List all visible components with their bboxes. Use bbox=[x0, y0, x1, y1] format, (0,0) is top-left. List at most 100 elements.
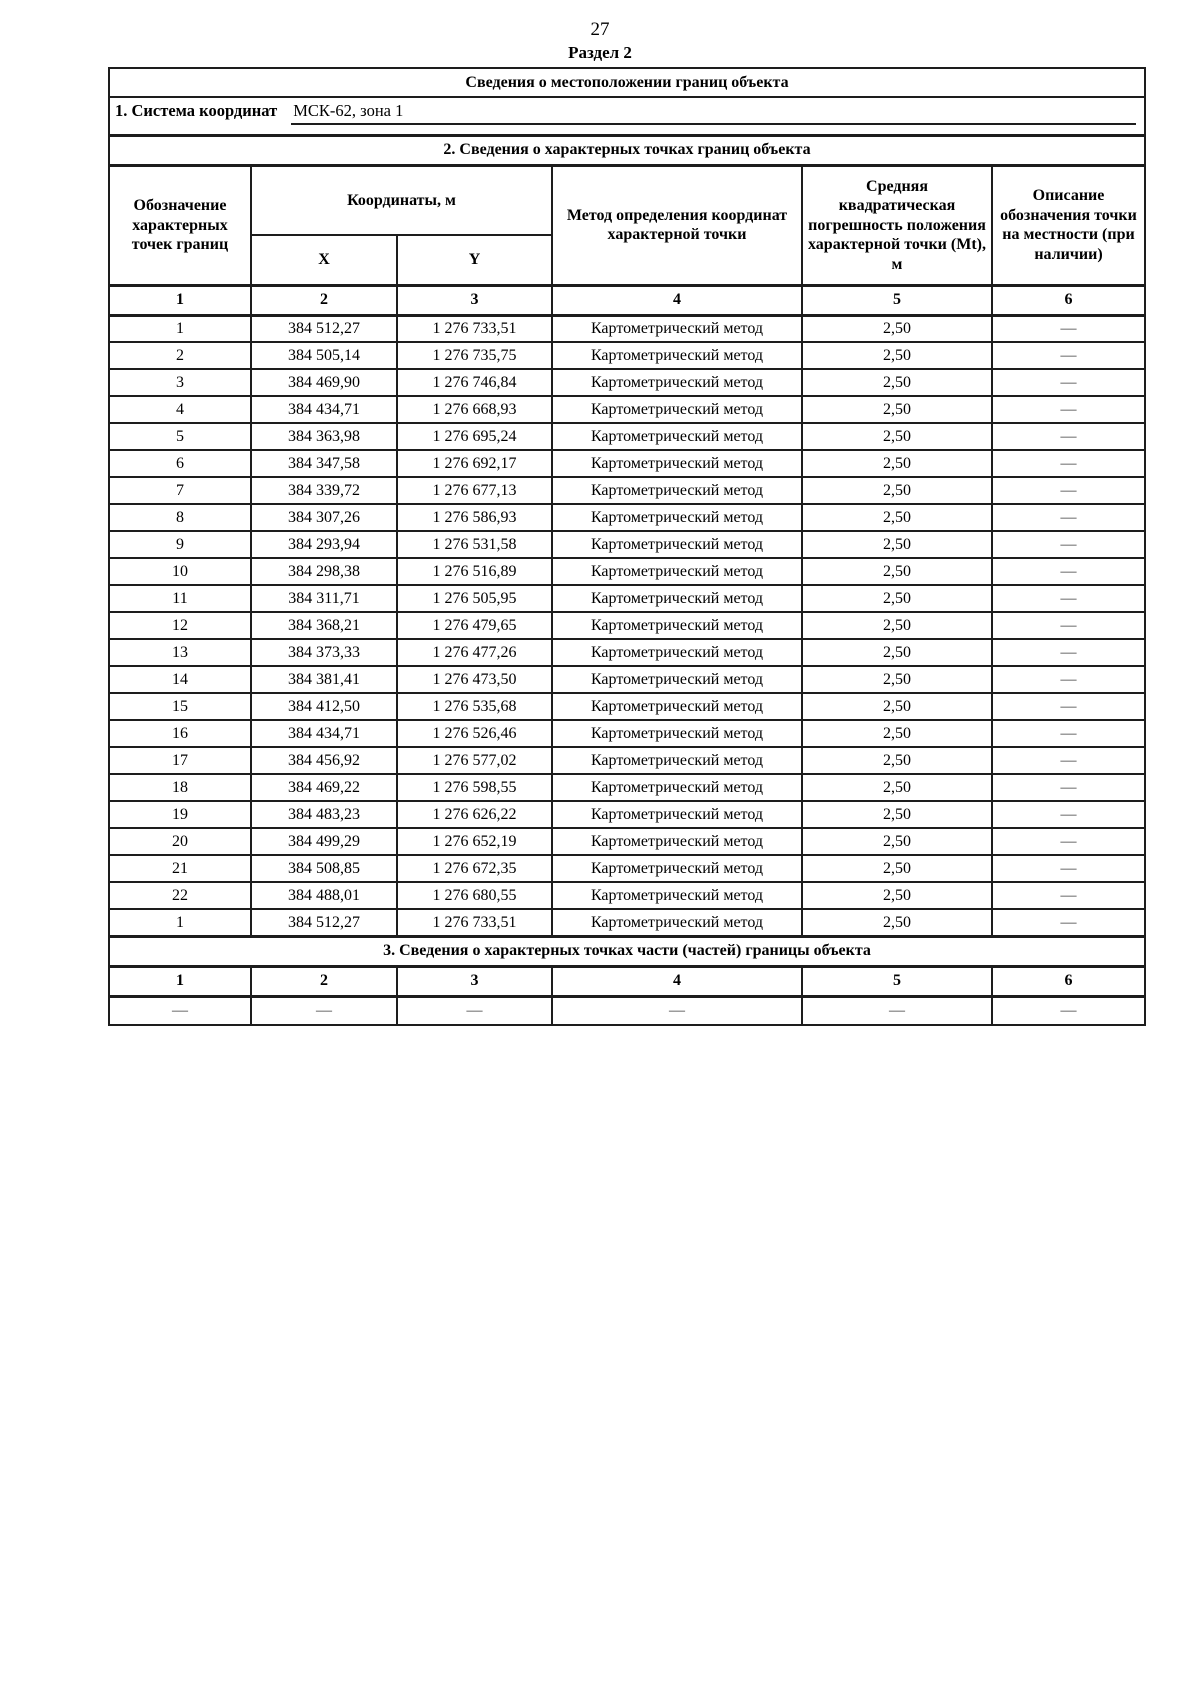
point-description: — bbox=[991, 611, 1146, 641]
coordinate-y: 1 276 672,35 bbox=[396, 854, 553, 884]
boundary-point-row: 8 384 307,26 1 276 586,93 Картометрическ… bbox=[108, 503, 1146, 533]
empty-value-dash: — bbox=[108, 995, 252, 1027]
coordinate-x: 384 368,21 bbox=[250, 611, 398, 641]
coordinate-x: 384 456,92 bbox=[250, 746, 398, 776]
coordinate-y: 1 276 477,26 bbox=[396, 638, 553, 668]
boundary-point-row: 18 384 469,22 1 276 598,55 Картометричес… bbox=[108, 773, 1146, 803]
point-number: 12 bbox=[108, 611, 252, 641]
coordinate-y: 1 276 680,55 bbox=[396, 881, 553, 911]
mt-error-value: 2,50 bbox=[801, 827, 993, 857]
mt-error-value: 2,50 bbox=[801, 773, 993, 803]
determination-method: Картометрический метод bbox=[551, 665, 803, 695]
boundary-point-row: 16 384 434,71 1 276 526,46 Картометричес… bbox=[108, 719, 1146, 749]
point-number: 14 bbox=[108, 665, 252, 695]
coordinate-x: 384 488,01 bbox=[250, 881, 398, 911]
point-number: 10 bbox=[108, 557, 252, 587]
mt-error-value: 2,50 bbox=[801, 395, 993, 425]
coordinate-y: 1 276 531,58 bbox=[396, 530, 553, 560]
point-number: 6 bbox=[108, 449, 252, 479]
determination-method: Картометрический метод bbox=[551, 584, 803, 614]
section2-title: 2. Сведения о характерных точках границ … bbox=[108, 133, 1146, 167]
point-description: — bbox=[991, 908, 1146, 938]
mt-error-value: 2,50 bbox=[801, 341, 993, 371]
column-number: 6 bbox=[991, 964, 1146, 998]
coordinate-y: 1 276 516,89 bbox=[396, 557, 553, 587]
mt-error-value: 2,50 bbox=[801, 665, 993, 695]
coordinate-x: 384 298,38 bbox=[250, 557, 398, 587]
coordinate-x: 384 347,58 bbox=[250, 449, 398, 479]
point-description: — bbox=[991, 557, 1146, 587]
section3-title-row: 3. Сведения о характерных точках части (… bbox=[108, 934, 1146, 968]
point-number: 9 bbox=[108, 530, 252, 560]
point-number: 21 bbox=[108, 854, 252, 884]
coordinate-x: 384 412,50 bbox=[250, 692, 398, 722]
header-y: Y bbox=[396, 234, 553, 287]
coordinate-x: 384 339,72 bbox=[250, 476, 398, 506]
coordinate-x: 384 293,94 bbox=[250, 530, 398, 560]
point-description: — bbox=[991, 584, 1146, 614]
coordinate-x: 384 434,71 bbox=[250, 719, 398, 749]
determination-method: Картометрический метод bbox=[551, 611, 803, 641]
mt-error-value: 2,50 bbox=[801, 800, 993, 830]
boundary-point-row: 13 384 373,33 1 276 477,26 Картометричес… bbox=[108, 638, 1146, 668]
coordinate-x: 384 311,71 bbox=[250, 584, 398, 614]
coordinate-x: 384 363,98 bbox=[250, 422, 398, 452]
mt-error-value: 2,50 bbox=[801, 368, 993, 398]
coordinate-system-label: 1. Система координат bbox=[115, 101, 278, 121]
point-description: — bbox=[991, 692, 1146, 722]
determination-method: Картометрический метод bbox=[551, 908, 803, 938]
coordinate-x: 384 512,27 bbox=[250, 314, 398, 344]
determination-method: Картометрический метод bbox=[551, 422, 803, 452]
empty-value-dash: — bbox=[396, 995, 553, 1027]
coordinate-x: 384 469,90 bbox=[250, 368, 398, 398]
column-number: 6 bbox=[991, 283, 1146, 317]
point-number: 1 bbox=[108, 908, 252, 938]
coordinate-y: 1 276 652,19 bbox=[396, 827, 553, 857]
point-description: — bbox=[991, 800, 1146, 830]
mt-error-value: 2,50 bbox=[801, 557, 993, 587]
point-number: 4 bbox=[108, 395, 252, 425]
column-number: 1 bbox=[108, 283, 252, 317]
boundary-point-row: 11 384 311,71 1 276 505,95 Картометричес… bbox=[108, 584, 1146, 614]
boundary-point-row: 5 384 363,98 1 276 695,24 Картометрическ… bbox=[108, 422, 1146, 452]
header-description: Описание обозначения точки на местности … bbox=[991, 164, 1146, 287]
coordinate-y: 1 276 695,24 bbox=[396, 422, 553, 452]
header-x: X bbox=[250, 234, 398, 287]
boundary-point-row: 10 384 298,38 1 276 516,89 Картометричес… bbox=[108, 557, 1146, 587]
column-number: 3 bbox=[396, 964, 553, 998]
page-number: 27 bbox=[590, 19, 610, 40]
coordinate-x: 384 434,71 bbox=[250, 395, 398, 425]
column-numbers-row: 1 2 3 4 5 6 bbox=[108, 283, 1146, 317]
coordinate-system-line: 1. Система координат МСК-62, зона 1 bbox=[115, 101, 1136, 126]
boundary-point-row: 12 384 368,21 1 276 479,65 Картометричес… bbox=[108, 611, 1146, 641]
coordinate-y: 1 276 668,93 bbox=[396, 395, 553, 425]
point-description: — bbox=[991, 638, 1146, 668]
coordinate-y: 1 276 526,46 bbox=[396, 719, 553, 749]
boundary-point-row: 7 384 339,72 1 276 677,13 Картометрическ… bbox=[108, 476, 1146, 506]
coordinate-x: 384 381,41 bbox=[250, 665, 398, 695]
determination-method: Картометрический метод bbox=[551, 341, 803, 371]
header-method: Метод определения координат характерной … bbox=[551, 164, 803, 287]
table-title: Сведения о местоположении границ объекта bbox=[108, 67, 1146, 99]
point-description: — bbox=[991, 503, 1146, 533]
determination-method: Картометрический метод bbox=[551, 395, 803, 425]
point-number: 15 bbox=[108, 692, 252, 722]
header-mt-error: Средняя квадратическая погрешность полож… bbox=[801, 164, 993, 287]
determination-method: Картометрический метод bbox=[551, 854, 803, 884]
coordinate-y: 1 276 735,75 bbox=[396, 341, 553, 371]
boundary-point-row: 3 384 469,90 1 276 746,84 Картометрическ… bbox=[108, 368, 1146, 398]
point-description: — bbox=[991, 530, 1146, 560]
coordinate-x: 384 307,26 bbox=[250, 503, 398, 533]
determination-method: Картометрический метод bbox=[551, 746, 803, 776]
mt-error-value: 2,50 bbox=[801, 530, 993, 560]
point-description: — bbox=[991, 449, 1146, 479]
mt-error-value: 2,50 bbox=[801, 881, 993, 911]
header-point-designation: Обозначение характерных точек границ bbox=[108, 164, 252, 287]
boundary-point-row: 4 384 434,71 1 276 668,93 Картометрическ… bbox=[108, 395, 1146, 425]
coordinate-y: 1 276 505,95 bbox=[396, 584, 553, 614]
header-row-sub: X Y bbox=[109, 234, 1145, 287]
empty-value-dash: — bbox=[991, 995, 1146, 1027]
mt-error-value: 2,50 bbox=[801, 449, 993, 479]
point-number: 11 bbox=[108, 584, 252, 614]
boundary-point-row: 17 384 456,92 1 276 577,02 Картометричес… bbox=[108, 746, 1146, 776]
